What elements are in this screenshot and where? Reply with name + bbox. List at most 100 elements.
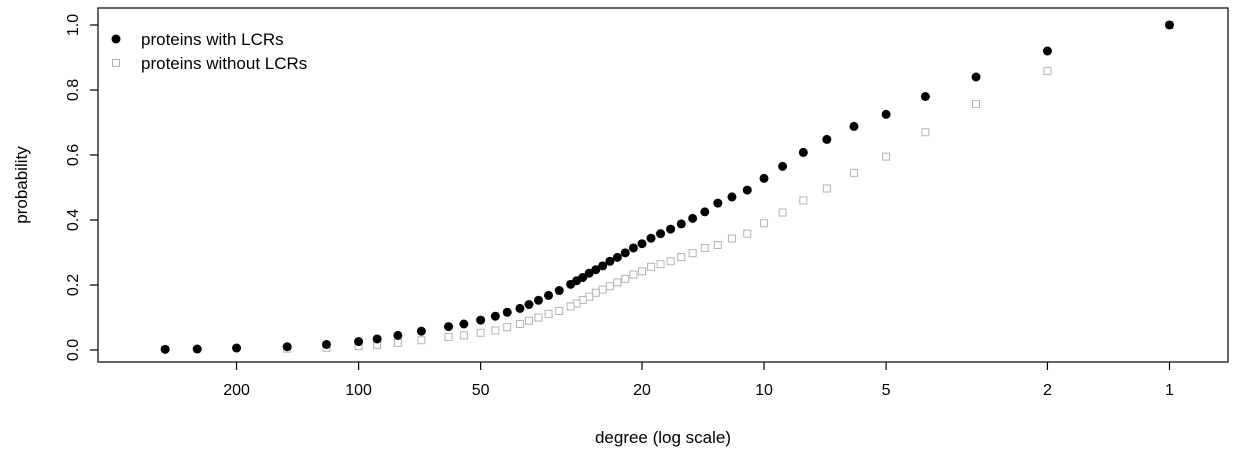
point-with-lcrs	[666, 224, 676, 234]
x-axis: 200 100 50 20 10 5 2 1	[223, 362, 1174, 399]
point-with-lcrs	[620, 248, 630, 258]
point-without-lcrs	[591, 288, 600, 297]
point-with-lcrs	[490, 311, 500, 321]
legend: proteins with LCRs proteins without LCRs	[111, 30, 307, 73]
x-tick-label: 10	[755, 382, 773, 399]
point-without-lcrs	[647, 262, 656, 271]
point-with-lcrs	[1042, 46, 1052, 56]
point-without-lcrs	[393, 338, 402, 347]
point-with-lcrs	[192, 344, 202, 354]
point-without-lcrs	[476, 328, 485, 337]
point-with-lcrs	[372, 334, 382, 344]
point-without-lcrs	[778, 208, 787, 217]
point-without-lcrs	[760, 219, 769, 228]
point-with-lcrs	[444, 322, 454, 332]
point-with-lcrs	[354, 337, 364, 347]
point-without-lcrs	[613, 278, 622, 287]
point-with-lcrs	[566, 279, 576, 289]
y-axis-title: probability	[12, 146, 31, 224]
point-with-lcrs	[1164, 20, 1174, 30]
point-with-lcrs	[646, 233, 656, 243]
x-tick-label: 200	[223, 382, 250, 399]
point-without-lcrs	[822, 184, 831, 193]
point-with-lcrs	[637, 239, 647, 249]
point-with-lcrs	[920, 92, 930, 101]
point-without-lcrs	[743, 229, 752, 238]
point-without-lcrs	[727, 234, 736, 243]
y-tick-label: 0.0	[65, 339, 82, 361]
point-with-lcrs	[605, 256, 615, 266]
point-without-lcrs	[417, 336, 426, 345]
x-tick-label: 2	[1043, 382, 1052, 399]
legend-label-with-lcrs: proteins with LCRs	[141, 30, 284, 49]
point-with-lcrs	[759, 173, 769, 183]
point-without-lcrs	[621, 274, 630, 283]
y-tick-label: 0.2	[65, 274, 82, 296]
x-tick-label: 20	[633, 382, 651, 399]
point-with-lcrs	[676, 219, 686, 229]
point-with-lcrs	[524, 300, 534, 309]
point-with-lcrs	[598, 261, 608, 271]
point-with-lcrs	[688, 213, 698, 223]
point-with-lcrs	[232, 343, 242, 353]
point-without-lcrs	[713, 241, 722, 250]
point-with-lcrs	[798, 147, 808, 157]
point-without-lcrs	[524, 316, 533, 325]
point-with-lcrs	[822, 134, 832, 144]
point-without-lcrs	[491, 326, 500, 335]
point-with-lcrs	[881, 109, 891, 119]
point-with-lcrs	[321, 339, 331, 349]
point-with-lcrs	[282, 342, 292, 352]
legend-marker-with-lcrs	[111, 34, 121, 44]
point-without-lcrs	[459, 331, 468, 340]
point-with-lcrs	[778, 161, 788, 171]
y-tick-label: 0.4	[65, 209, 82, 231]
point-without-lcrs	[629, 270, 638, 279]
point-without-lcrs	[882, 152, 891, 161]
point-without-lcrs	[849, 168, 858, 177]
point-without-lcrs	[555, 307, 564, 315]
point-without-lcrs	[700, 243, 709, 252]
y-tick-label: 0.6	[65, 144, 82, 166]
series-with-lcrs	[160, 20, 1174, 354]
point-without-lcrs	[598, 285, 607, 294]
point-with-lcrs	[502, 307, 512, 317]
y-tick-label: 1.0	[65, 14, 82, 36]
x-tick-label: 1	[1165, 382, 1174, 399]
y-tick-label: 0.8	[65, 79, 82, 101]
point-without-lcrs	[921, 128, 930, 137]
point-without-lcrs	[605, 282, 614, 291]
point-without-lcrs	[799, 196, 808, 205]
legend-label-without-lcrs: proteins without LCRs	[141, 54, 307, 73]
x-tick-label: 50	[472, 382, 490, 399]
point-with-lcrs	[727, 192, 737, 202]
point-with-lcrs	[393, 330, 403, 340]
x-tick-label: 100	[345, 382, 372, 399]
point-without-lcrs	[972, 99, 981, 108]
point-with-lcrs	[700, 207, 710, 217]
point-without-lcrs	[503, 323, 512, 332]
point-with-lcrs	[971, 72, 981, 82]
y-axis: 0.0 0.2 0.4 0.6 0.8 1.0	[65, 14, 98, 361]
point-with-lcrs	[713, 198, 723, 208]
x-axis-title: degree (log scale)	[595, 428, 731, 447]
point-without-lcrs	[666, 257, 675, 266]
point-with-lcrs	[533, 295, 543, 305]
point-without-lcrs	[1043, 67, 1052, 76]
point-with-lcrs	[459, 319, 469, 329]
point-with-lcrs	[515, 303, 525, 313]
x-tick-label: 5	[882, 382, 891, 399]
point-with-lcrs	[416, 326, 426, 336]
point-without-lcrs	[677, 253, 686, 262]
point-without-lcrs	[534, 313, 543, 322]
point-with-lcrs	[476, 315, 486, 325]
point-with-lcrs	[742, 185, 752, 195]
plot-frame	[97, 7, 1229, 363]
series-without-lcrs	[283, 21, 1174, 353]
point-without-lcrs	[637, 267, 646, 276]
point-with-lcrs	[591, 265, 601, 275]
point-without-lcrs	[444, 333, 453, 341]
point-with-lcrs	[849, 121, 859, 131]
point-with-lcrs	[554, 286, 564, 296]
